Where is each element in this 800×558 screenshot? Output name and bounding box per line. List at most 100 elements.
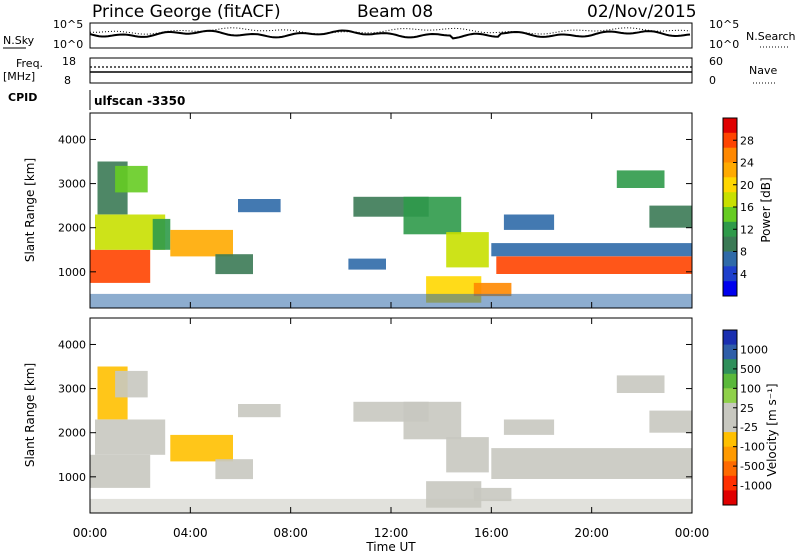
nsky-trace bbox=[89, 29, 691, 40]
colorbar-tick-label: 24 bbox=[740, 157, 754, 170]
colorbar-swatch bbox=[723, 162, 737, 178]
velocity-colorbar-label: Velocity [m s⁻¹] bbox=[765, 383, 779, 476]
y-tick-label: 3000 bbox=[58, 178, 86, 191]
colorbar-swatch bbox=[723, 373, 737, 389]
power-echo-region bbox=[491, 243, 692, 257]
x-tick-label: 04:00 bbox=[173, 526, 208, 540]
freq-tick-low: 8 bbox=[64, 74, 71, 87]
power-echo-region bbox=[496, 256, 692, 274]
velocity-echo-region bbox=[491, 448, 692, 479]
nave-tick-low: 0 bbox=[709, 74, 716, 87]
colorbar-tick-label: 20 bbox=[740, 179, 754, 192]
x-tick-label: 00:00 bbox=[73, 526, 108, 540]
power-echo-region bbox=[446, 232, 489, 268]
colorbar-tick-label: -25 bbox=[740, 421, 758, 434]
power-echo-region bbox=[215, 254, 253, 275]
y-tick-label: 4000 bbox=[58, 133, 86, 146]
colorbar-swatch bbox=[723, 177, 737, 193]
site-title: Prince George (fitACF) bbox=[92, 2, 281, 22]
time-axis: 00:00 04:00 08:00 12:00 16:00 20:00 00:00 bbox=[73, 113, 710, 540]
x-tick-label: 16:00 bbox=[474, 526, 509, 540]
velocity-colorbar: 1000 500 100 25 -25 -100 -500 -1000 bbox=[722, 329, 772, 506]
power-panel: 1000 2000 3000 4000 Slant Range [km] bbox=[23, 112, 693, 309]
power-echo-region bbox=[348, 258, 386, 270]
colorbar-swatch bbox=[723, 251, 737, 267]
colorbar-swatch bbox=[723, 490, 737, 506]
colorbar-swatch bbox=[723, 475, 737, 491]
power-colorbar: 28 24 20 16 12 8 4 bbox=[722, 117, 754, 297]
power-y-axis: 1000 2000 3000 4000 bbox=[58, 133, 692, 279]
velocity-echo-region bbox=[95, 419, 166, 455]
y-tick-label: 2000 bbox=[58, 427, 86, 440]
velocity-echo-region bbox=[238, 404, 281, 418]
power-echo-region bbox=[616, 170, 665, 188]
colorbar-swatch bbox=[723, 432, 737, 448]
power-echo-region bbox=[403, 196, 462, 235]
velocity-y-axis: 1000 2000 3000 4000 bbox=[58, 338, 692, 484]
x-tick-label: 00:00 bbox=[675, 526, 710, 540]
power-echo-region bbox=[170, 229, 233, 257]
colorbar-swatch bbox=[723, 344, 737, 360]
colorbar-swatch bbox=[723, 192, 737, 208]
colorbar-swatch bbox=[723, 446, 737, 462]
nsky-tick-low: 10^0 bbox=[53, 38, 83, 51]
power-echo-region bbox=[473, 282, 512, 297]
y-tick-label: 1000 bbox=[58, 471, 86, 484]
velocity-echo-region bbox=[90, 498, 692, 513]
power-echo-region bbox=[152, 218, 171, 250]
velocity-echo-region bbox=[446, 437, 489, 473]
power-colorbar-label: Power [dB] bbox=[759, 177, 773, 242]
colorbar-swatch bbox=[723, 359, 737, 375]
colorbar-tick-label: 12 bbox=[740, 223, 754, 236]
x-tick-label: 20:00 bbox=[574, 526, 609, 540]
beam-label: Beam 08 bbox=[357, 2, 433, 22]
nave-label: Nave bbox=[749, 64, 777, 77]
colorbar-swatch bbox=[723, 132, 737, 149]
date-label: 02/Nov/2015 bbox=[587, 2, 697, 22]
colorbar-swatch bbox=[723, 417, 737, 433]
time-axis-label: Time UT bbox=[365, 540, 416, 554]
velocity-echo-region bbox=[170, 434, 233, 462]
velocity-echo-region bbox=[616, 375, 665, 393]
colorbar-tick-label: 28 bbox=[740, 134, 754, 147]
power-echo-region bbox=[90, 249, 151, 283]
freq-panel-frame bbox=[89, 57, 693, 84]
colorbar-swatch bbox=[723, 402, 737, 418]
power-echo-region bbox=[115, 165, 148, 193]
power-echo-region bbox=[649, 205, 692, 228]
colorbar-tick-label: -1000 bbox=[740, 480, 772, 493]
velocity-echo-region bbox=[403, 401, 462, 440]
power-data bbox=[90, 161, 692, 308]
power-y-label: Slant Range [km] bbox=[23, 158, 37, 262]
nsky-label: N.Sky bbox=[3, 34, 35, 47]
velocity-echo-region bbox=[473, 487, 512, 502]
power-echo-region bbox=[503, 214, 555, 230]
velocity-panel: 1000 2000 3000 4000 Slant Range [km] bbox=[23, 317, 693, 514]
colorbar-swatch bbox=[723, 221, 737, 238]
freq-label: Freq. bbox=[16, 57, 43, 70]
colorbar-tick-label: 1000 bbox=[740, 343, 768, 356]
colorbar-tick-label: -100 bbox=[740, 441, 765, 454]
velocity-echo-region bbox=[649, 410, 692, 433]
colorbar-tick-label: 16 bbox=[740, 201, 754, 214]
power-echo-region bbox=[238, 199, 281, 213]
colorbar-tick-label: -500 bbox=[740, 460, 765, 473]
colorbar-swatch bbox=[723, 266, 737, 282]
colorbar-swatch bbox=[723, 281, 737, 297]
velocity-echo-region bbox=[90, 454, 151, 488]
colorbar-swatch bbox=[723, 388, 737, 404]
y-tick-label: 2000 bbox=[58, 222, 86, 235]
nsearch-tick-low: 10^0 bbox=[709, 38, 739, 51]
colorbar-swatch bbox=[723, 236, 737, 252]
nsky-tick-high: 10^5 bbox=[53, 18, 83, 31]
freq-unit-label: [MHz] bbox=[3, 70, 35, 83]
colorbar-tick-label: 500 bbox=[740, 363, 761, 376]
y-tick-label: 4000 bbox=[58, 338, 86, 351]
colorbar-frame bbox=[722, 329, 738, 506]
x-tick-label: 08:00 bbox=[273, 526, 308, 540]
velocity-echo-region bbox=[215, 459, 253, 480]
power-echo-region bbox=[90, 293, 692, 308]
noise-panel-frame bbox=[89, 22, 693, 49]
